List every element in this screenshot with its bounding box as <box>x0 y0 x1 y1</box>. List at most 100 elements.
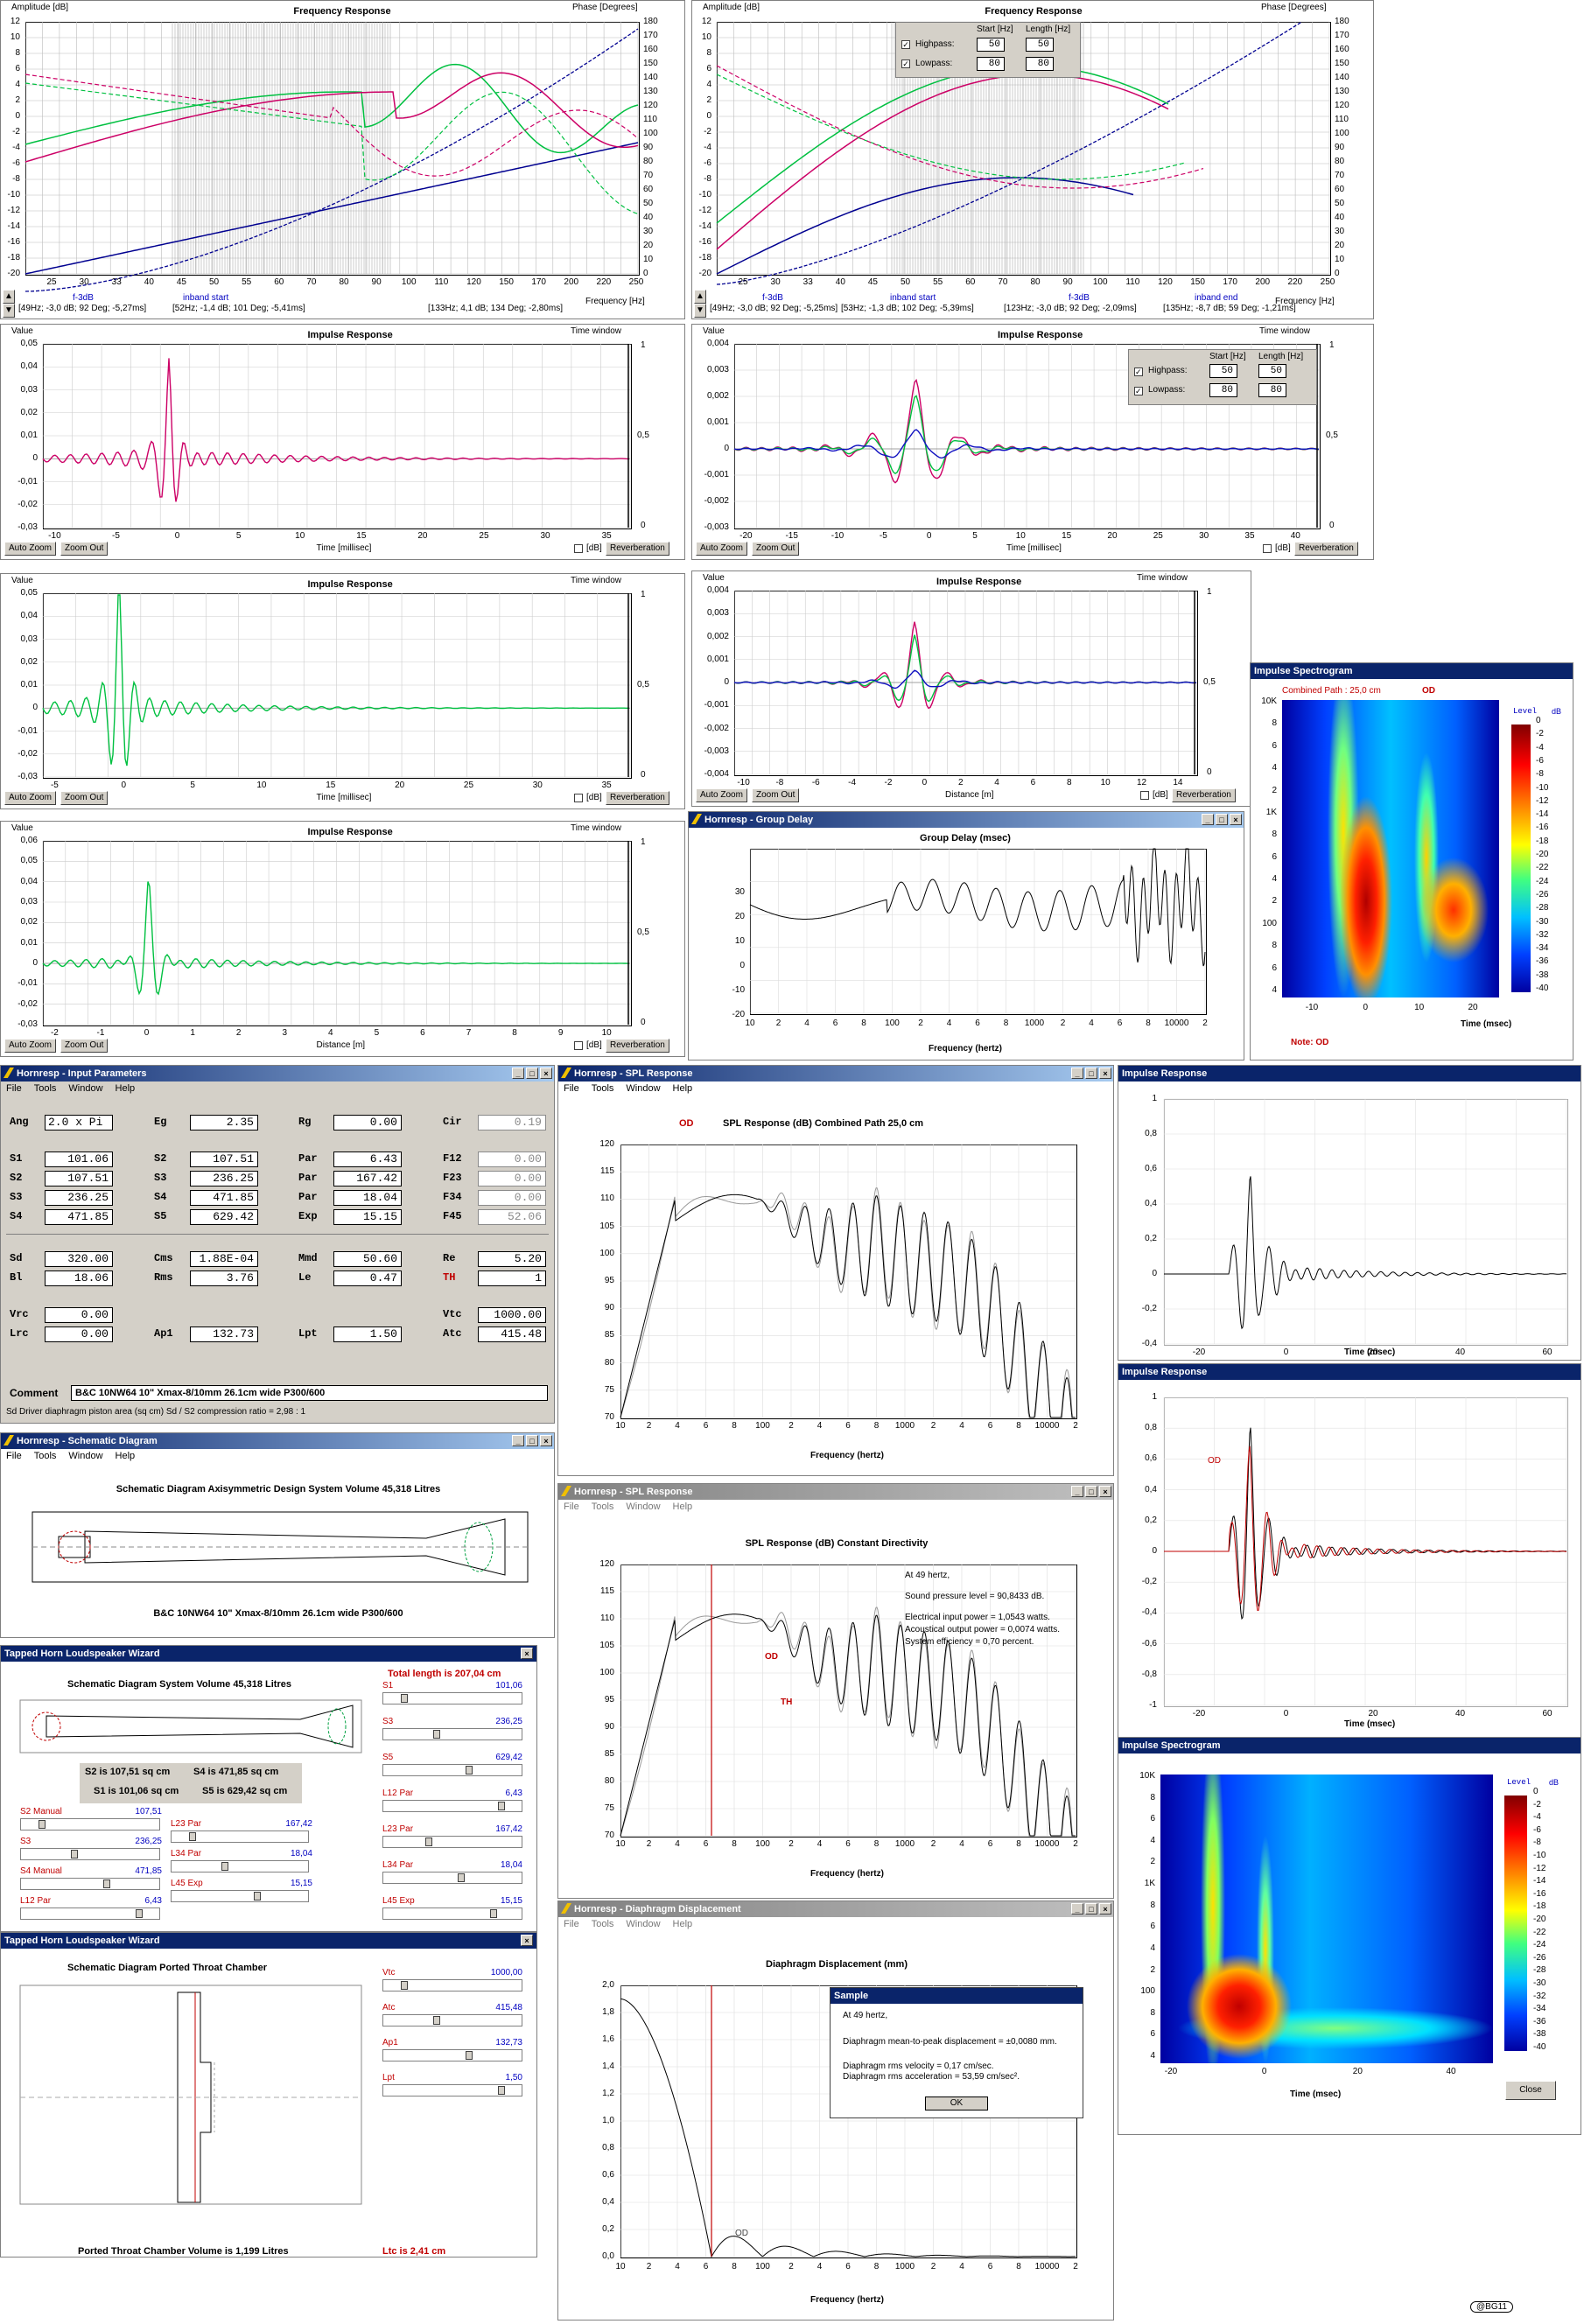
slider-thumb[interactable] <box>466 1766 473 1774</box>
ir-small2-plot[interactable] <box>1164 1397 1568 1707</box>
menu-window[interactable]: Window <box>626 1502 661 1512</box>
fr2-lowpass-checkbox[interactable]: ✓ <box>901 60 910 68</box>
wizard-param-slider[interactable] <box>382 1728 522 1740</box>
menu-window[interactable]: Window <box>626 1083 661 1094</box>
menu-help[interactable]: Help <box>672 1083 693 1094</box>
maximize-button[interactable]: □ <box>1085 1068 1097 1079</box>
menu-tools[interactable]: Tools <box>591 1919 614 1929</box>
slider-thumb[interactable] <box>136 1909 143 1918</box>
ir2-lowpass-checkbox[interactable]: ✓ <box>1134 387 1143 396</box>
param-field-par[interactable]: 6.43 <box>333 1152 402 1167</box>
wizard-param-slider[interactable] <box>382 2084 522 2096</box>
param-field-par[interactable]: 18.04 <box>333 1190 402 1206</box>
minimize-button[interactable]: _ <box>512 1435 524 1446</box>
slider-thumb[interactable] <box>433 2016 440 2025</box>
fr2-lp-length-input[interactable]: 80 <box>1026 57 1054 71</box>
zoom-out-button[interactable]: Zoom Out <box>752 788 800 802</box>
reverberation-button[interactable]: Reverberation <box>606 791 669 805</box>
param-field-cms[interactable]: 1.88E-04 <box>190 1251 258 1267</box>
slider-thumb[interactable] <box>71 1850 78 1858</box>
minimize-button[interactable]: _ <box>512 1068 524 1079</box>
wizard-param-slider[interactable] <box>171 1890 309 1902</box>
slider-thumb[interactable] <box>221 1862 228 1871</box>
spec1-heatmap[interactable] <box>1282 700 1499 998</box>
ir1-plot[interactable] <box>43 344 632 529</box>
slider-thumb[interactable] <box>466 2051 473 2060</box>
menu-file[interactable]: File <box>564 1919 579 1929</box>
ir3-plot[interactable] <box>43 593 632 779</box>
menu-help[interactable]: Help <box>672 1502 693 1512</box>
param-field-f23[interactable]: 0.00 <box>478 1171 546 1186</box>
param-field-bl[interactable]: 18.06 <box>45 1270 113 1286</box>
fr2-hp-length-input[interactable]: 50 <box>1026 38 1054 52</box>
param-field-eg[interactable]: 2.35 <box>190 1115 258 1130</box>
ir-small1-plot[interactable] <box>1164 1099 1568 1346</box>
maximize-button[interactable]: □ <box>526 1068 538 1079</box>
param-field-s2[interactable]: 107.51 <box>190 1152 258 1167</box>
menu-tools[interactable]: Tools <box>33 1451 57 1461</box>
slider-thumb[interactable] <box>401 1981 408 1990</box>
param-field-lpt[interactable]: 1.50 <box>333 1326 402 1342</box>
ir5-plot[interactable] <box>43 841 632 1026</box>
menu-window[interactable]: Window <box>68 1451 103 1461</box>
menu-file[interactable]: File <box>564 1083 579 1094</box>
minimize-button[interactable]: _ <box>1071 1903 1083 1914</box>
slider-thumb[interactable] <box>498 1802 505 1810</box>
ir2-highpass-start-input[interactable]: 50 <box>1209 364 1237 378</box>
param-field-sd[interactable]: 320.00 <box>45 1251 113 1267</box>
maximize-button[interactable]: □ <box>526 1435 538 1446</box>
spec2-close-button[interactable]: Close <box>1505 2081 1556 2100</box>
close-button[interactable]: × <box>1099 1068 1111 1079</box>
reverberation-button[interactable]: Reverberation <box>606 1039 669 1053</box>
ir2-lowpass-length-input[interactable]: 80 <box>1258 383 1286 397</box>
param-field-f12[interactable]: 0.00 <box>478 1152 546 1167</box>
maximize-button[interactable]: □ <box>1085 1903 1097 1914</box>
maximize-button[interactable]: □ <box>1216 814 1228 825</box>
menu-tools[interactable]: Tools <box>591 1083 614 1094</box>
param-field-f34[interactable]: 0.00 <box>478 1190 546 1206</box>
auto-zoom-button[interactable]: Auto Zoom <box>696 542 747 556</box>
menu-window[interactable]: Window <box>626 1919 661 1929</box>
db-checkbox[interactable] <box>574 544 583 553</box>
param-field-s1[interactable]: 101.06 <box>45 1152 113 1167</box>
param-field-s4[interactable]: 471.85 <box>190 1190 258 1206</box>
minimize-button[interactable]: _ <box>1071 1068 1083 1079</box>
param-field-lrc[interactable]: 0.00 <box>45 1326 113 1342</box>
param-field-ap1[interactable]: 132.73 <box>190 1326 258 1342</box>
wizard-param-slider[interactable] <box>20 1818 160 1830</box>
param-field-re[interactable]: 5.20 <box>478 1251 546 1267</box>
wizard-param-slider[interactable] <box>171 1830 309 1843</box>
fr2-highpass-checkbox[interactable]: ✓ <box>901 40 910 49</box>
close-button[interactable]: × <box>1099 1486 1111 1497</box>
param-field-rms[interactable]: 3.76 <box>190 1270 258 1286</box>
param-field-vrc[interactable]: 0.00 <box>45 1307 113 1323</box>
menu-tools[interactable]: Tools <box>591 1502 614 1512</box>
zoom-out-button[interactable]: Zoom Out <box>752 542 800 556</box>
db-checkbox[interactable] <box>1140 791 1149 800</box>
spec2-heatmap[interactable] <box>1160 1774 1493 2063</box>
close-button[interactable]: × <box>1230 814 1242 825</box>
close-button[interactable]: × <box>540 1435 552 1446</box>
fr1-scroll-down-button[interactable]: ▼ <box>3 304 15 318</box>
param-field-le[interactable]: 0.47 <box>333 1270 402 1286</box>
wizard-param-slider[interactable] <box>171 1860 309 1872</box>
wizard-param-slider[interactable] <box>382 2049 522 2062</box>
menu-help[interactable]: Help <box>115 1451 136 1461</box>
slider-thumb[interactable] <box>490 1909 497 1918</box>
param-field-exp[interactable]: 15.15 <box>333 1209 402 1225</box>
minimize-button[interactable]: _ <box>1202 814 1214 825</box>
param-field-f45[interactable]: 52.06 <box>478 1209 546 1225</box>
minimize-button[interactable]: _ <box>1071 1486 1083 1497</box>
param-field-vtc[interactable]: 1000.00 <box>478 1307 546 1323</box>
slider-thumb[interactable] <box>433 1730 440 1739</box>
wizard-param-slider[interactable] <box>20 1908 160 1920</box>
zoom-out-button[interactable]: Zoom Out <box>60 1039 109 1053</box>
menu-window[interactable]: Window <box>68 1083 103 1094</box>
reverberation-button[interactable]: Reverberation <box>1172 788 1236 802</box>
auto-zoom-button[interactable]: Auto Zoom <box>4 1039 56 1053</box>
menu-file[interactable]: File <box>6 1083 22 1094</box>
reverberation-button[interactable]: Reverberation <box>606 542 669 556</box>
close-button[interactable]: × <box>540 1068 552 1079</box>
menu-tools[interactable]: Tools <box>33 1083 57 1094</box>
ir2-highpass-length-input[interactable]: 50 <box>1258 364 1286 378</box>
